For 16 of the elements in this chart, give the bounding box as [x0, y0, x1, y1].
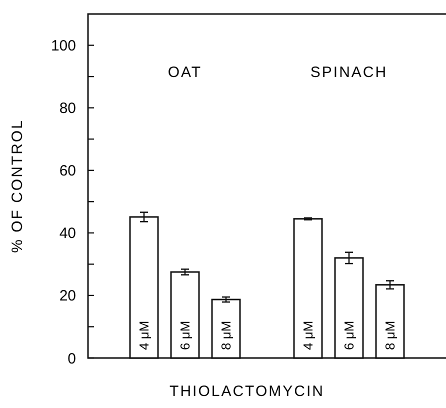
- x-tick-label: 6 μM: [342, 320, 357, 350]
- annotation: SPINACH: [310, 64, 388, 81]
- x-tick-label: 4 μM: [136, 320, 152, 350]
- y-tick-label: 100: [50, 38, 76, 55]
- y-tick-label: 0: [68, 350, 76, 368]
- x-tick-label: 8 μM: [382, 320, 398, 350]
- x-tick-label: 8 μM: [218, 320, 234, 350]
- x-tick-label: 4 μM: [300, 320, 316, 350]
- x-axis-title: THIOLACTOMYCIN: [170, 383, 324, 400]
- y-tick-label: 80: [59, 100, 76, 118]
- x-tick-label: 6 μM: [178, 320, 193, 350]
- y-axis-title: % OF CONTROL: [9, 119, 26, 253]
- y-tick-label: 20: [59, 288, 76, 305]
- y-tick-label: 60: [59, 162, 76, 180]
- annotation: OAT: [168, 64, 202, 81]
- y-tick-label: 40: [59, 225, 76, 242]
